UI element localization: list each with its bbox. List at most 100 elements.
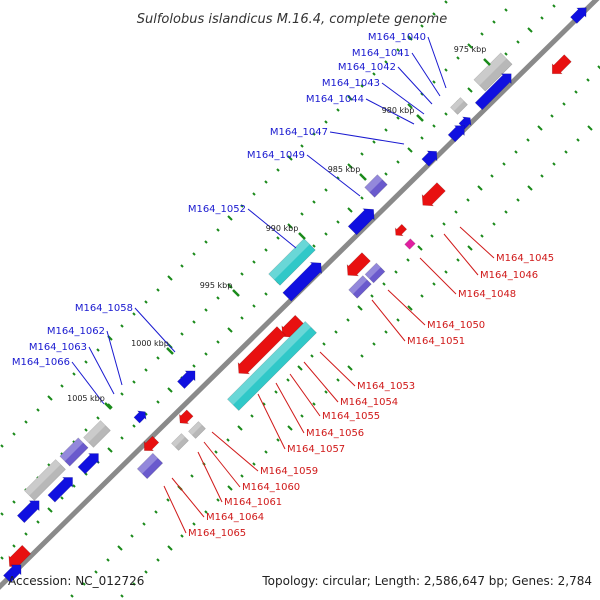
gene-label[interactable]: M164_1063 xyxy=(29,342,87,353)
other-feature xyxy=(59,437,89,467)
tick-dot xyxy=(420,136,424,140)
gene-label[interactable]: M164_1049 xyxy=(247,150,305,161)
tick-dot xyxy=(454,210,458,214)
tick-dot xyxy=(70,594,74,598)
tick-dot xyxy=(82,582,86,586)
tick-dot xyxy=(297,365,303,371)
kbp-tick-mark xyxy=(104,402,112,410)
pseudogene xyxy=(83,420,111,448)
feature-shade xyxy=(348,275,368,295)
pseudogene xyxy=(188,421,206,439)
label-leader-line xyxy=(365,98,415,125)
reverse-gene xyxy=(143,435,160,452)
other-feature-shape xyxy=(136,452,164,480)
gene-label[interactable]: M164_1045 xyxy=(496,253,554,264)
kbp-tick-label: 1005 kbp xyxy=(67,394,105,403)
tick-dot xyxy=(562,102,566,106)
gene-label[interactable]: M164_1053 xyxy=(357,381,415,392)
tick-dot xyxy=(12,544,16,548)
reverse-gene xyxy=(237,326,286,375)
gene-label[interactable]: M164_1042 xyxy=(338,62,396,73)
forward-gene xyxy=(176,370,196,390)
feature-shade xyxy=(268,238,310,280)
gene-label[interactable]: M164_1064 xyxy=(206,512,264,523)
gene-label[interactable]: M164_1041 xyxy=(352,48,410,59)
gene-label[interactable]: M164_1058 xyxy=(75,303,133,314)
tick-dot xyxy=(132,424,136,428)
forward-gene xyxy=(447,125,465,143)
label-leader-line xyxy=(411,52,441,97)
kbp-tick-layer: 975 kbp 980 kbp 985 kbp 990 kbp 995 kbp 1000 … xyxy=(67,45,491,410)
gene-label[interactable]: M164_1065 xyxy=(188,528,246,539)
label-leader-line xyxy=(319,351,356,387)
gene-label[interactable]: M164_1048 xyxy=(458,289,516,300)
label-leader-line xyxy=(257,393,286,450)
gene-label[interactable]: M164_1059 xyxy=(260,466,318,477)
tick-dot xyxy=(537,125,543,131)
gene-label[interactable]: M164_1047 xyxy=(270,127,328,138)
other-feature xyxy=(136,452,164,480)
gene-label[interactable]: M164_1043 xyxy=(322,78,380,89)
label-leader-line xyxy=(134,307,176,353)
tick-dot xyxy=(346,318,350,322)
tick-dot xyxy=(550,114,554,118)
tick-dot xyxy=(564,150,568,154)
tick-dot xyxy=(576,138,580,142)
gene-label[interactable]: M164_1066 xyxy=(12,357,70,368)
gene-label[interactable]: M164_1052 xyxy=(188,204,246,215)
label-leader-line xyxy=(211,431,259,472)
rna-gene-shape xyxy=(268,238,316,286)
gene-label[interactable]: M164_1055 xyxy=(322,411,380,422)
tick-dot xyxy=(490,174,494,178)
gene-label[interactable]: M164_1057 xyxy=(287,444,345,455)
forward-gene-shape xyxy=(176,370,196,390)
tick-dot xyxy=(372,140,376,144)
kbp-tick-label: 980 kbp xyxy=(382,106,415,115)
gene-label[interactable]: M164_1061 xyxy=(224,497,282,508)
tick-dot xyxy=(216,296,220,300)
gene-label[interactable]: M164_1060 xyxy=(242,482,300,493)
pseudogene-shape xyxy=(450,97,468,115)
tick-dot xyxy=(287,425,293,431)
tick-dot xyxy=(360,354,364,358)
tick-dot xyxy=(252,192,256,196)
gene-label[interactable]: M164_1051 xyxy=(407,336,465,347)
tick-dot xyxy=(312,402,316,406)
tick-dot xyxy=(252,462,256,466)
forward-gene-shape xyxy=(282,261,323,302)
other-feature-shape xyxy=(364,174,388,198)
tick-dot xyxy=(204,240,208,244)
gene-label[interactable]: M164_1040 xyxy=(368,32,426,43)
gene-label[interactable]: M164_1044 xyxy=(306,94,364,105)
forward-gene xyxy=(47,477,73,503)
gene-label[interactable]: M164_1050 xyxy=(427,320,485,331)
forward-gene-shape xyxy=(47,477,73,503)
kbp-tick-mark xyxy=(166,347,174,355)
gene-label[interactable]: M164_1054 xyxy=(340,397,398,408)
gene-label[interactable]: M164_1046 xyxy=(480,270,538,281)
tick-dot xyxy=(300,212,304,216)
mobile-element-shape xyxy=(404,238,416,250)
tick-dot xyxy=(552,4,556,8)
label-leader-line xyxy=(247,208,297,249)
tick-dot xyxy=(190,474,194,478)
tick-dot xyxy=(132,582,136,586)
tick-dot xyxy=(156,288,160,292)
tick-dot xyxy=(192,364,196,368)
tick-dot xyxy=(252,304,256,308)
tick-dot xyxy=(467,87,473,93)
tick-dot xyxy=(12,432,16,436)
label-leader-line xyxy=(88,346,115,395)
tick-dot xyxy=(204,352,208,356)
pseudogene-shape xyxy=(24,459,66,501)
tick-dot xyxy=(167,387,173,393)
reverse-gene-shape xyxy=(179,409,194,424)
label-leader-line xyxy=(275,382,305,434)
gene-label[interactable]: M164_1056 xyxy=(306,428,364,439)
tick-dot xyxy=(587,125,593,131)
tick-dot xyxy=(72,372,76,376)
tick-dot xyxy=(192,252,196,256)
tick-dot xyxy=(192,320,196,324)
gene-label[interactable]: M164_1062 xyxy=(47,326,105,337)
